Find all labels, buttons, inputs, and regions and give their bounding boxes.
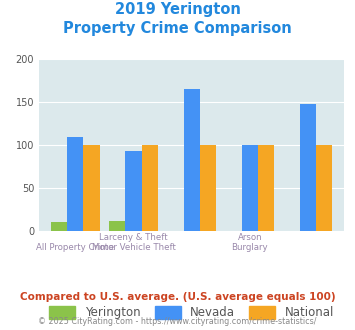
Bar — [109, 221, 125, 231]
Bar — [300, 104, 316, 231]
Bar — [142, 145, 158, 231]
Text: Burglary: Burglary — [231, 243, 268, 251]
Bar — [200, 145, 216, 231]
Text: © 2025 CityRating.com - https://www.cityrating.com/crime-statistics/: © 2025 CityRating.com - https://www.city… — [38, 317, 317, 326]
Bar — [83, 145, 100, 231]
Bar — [51, 222, 67, 231]
Text: All Property Crime: All Property Crime — [36, 243, 114, 251]
Bar — [316, 145, 332, 231]
Text: 2019 Yerington: 2019 Yerington — [115, 2, 240, 16]
Text: Motor Vehicle Theft: Motor Vehicle Theft — [92, 243, 175, 251]
Bar — [242, 145, 258, 231]
Bar — [258, 145, 274, 231]
Text: Arson: Arson — [237, 233, 262, 242]
Bar — [184, 89, 200, 231]
Text: Property Crime Comparison: Property Crime Comparison — [63, 21, 292, 36]
Bar — [67, 137, 83, 231]
Text: Larceny & Theft: Larceny & Theft — [99, 233, 168, 242]
Legend: Yerington, Nevada, National: Yerington, Nevada, National — [49, 307, 334, 319]
Bar — [125, 151, 142, 231]
Text: Compared to U.S. average. (U.S. average equals 100): Compared to U.S. average. (U.S. average … — [20, 292, 335, 302]
